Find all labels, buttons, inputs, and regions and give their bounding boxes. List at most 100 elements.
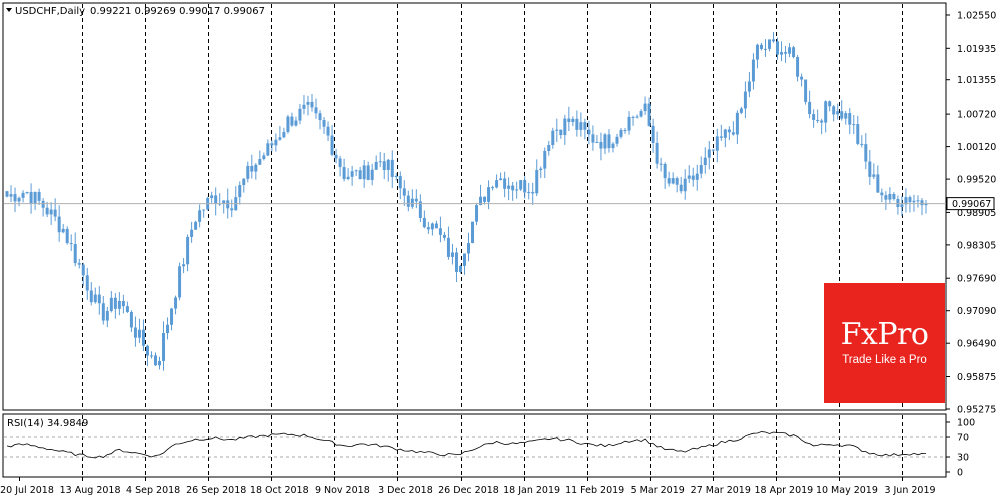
candle-body — [659, 163, 663, 165]
candle-body — [559, 129, 563, 136]
candle-body — [210, 195, 214, 199]
candle-body — [390, 159, 394, 177]
rsi-header: RSI(14) 34.9849 — [7, 418, 88, 429]
date-tick-label: 18 Apr 2019 — [754, 485, 813, 496]
price-candles — [5, 32, 928, 371]
rsi-tick-label: 0 — [957, 468, 963, 479]
candle-body — [547, 144, 551, 152]
candle-body — [226, 200, 230, 209]
candle-body — [695, 173, 699, 180]
candle-body — [723, 129, 727, 138]
candle-body — [747, 81, 751, 92]
price-tick-label: 0.96490 — [957, 339, 996, 350]
candle-body — [816, 119, 820, 121]
candle-body — [258, 159, 262, 165]
candle-body — [755, 44, 759, 60]
candle-body — [434, 223, 438, 229]
candle-body — [828, 101, 832, 107]
candle-body — [242, 178, 246, 186]
candle-body — [190, 229, 194, 237]
candle-body — [117, 301, 121, 309]
candle-body — [310, 101, 314, 108]
price-tick-label: 0.97090 — [957, 306, 996, 317]
rsi-panel[interactable] — [2, 413, 947, 478]
candle-body — [254, 164, 258, 172]
price-panel[interactable] — [2, 2, 947, 411]
candle-body — [471, 221, 475, 244]
candle-body — [627, 116, 631, 131]
candle-body — [121, 301, 125, 307]
candle-body — [282, 131, 286, 138]
candle-body — [731, 132, 735, 135]
collapse-triangle-icon[interactable] — [6, 8, 12, 12]
candle-body — [808, 101, 812, 115]
candle-body — [318, 113, 322, 121]
candle-body — [751, 59, 755, 82]
candle-body — [495, 180, 499, 188]
candle-body — [101, 303, 105, 321]
candle-body — [531, 191, 535, 194]
candle-body — [238, 185, 242, 198]
candle-body — [904, 197, 908, 205]
candle-body — [21, 192, 25, 198]
candle-body — [406, 195, 410, 207]
candle-body — [25, 192, 29, 194]
rsi-level-lines — [4, 436, 946, 458]
candle-body — [888, 193, 892, 200]
candle-body — [250, 165, 254, 172]
candle-body — [687, 175, 691, 179]
candle-body — [278, 137, 282, 140]
candle-body — [667, 178, 671, 184]
candle-body — [402, 188, 406, 196]
candle-body — [727, 129, 731, 133]
candle-body — [792, 47, 796, 58]
candle-body — [639, 111, 643, 117]
candle-body — [306, 101, 310, 105]
candle-body — [77, 263, 81, 265]
candle-body — [780, 52, 784, 55]
candle-body — [575, 118, 579, 130]
candle-body — [543, 151, 547, 169]
candle-body — [286, 116, 290, 132]
candle-body — [864, 144, 868, 162]
candle-body — [322, 120, 326, 127]
date-tick-label: 27 Mar 2019 — [691, 485, 751, 496]
candle-body — [158, 360, 162, 366]
date-tick-label: 10 May 2019 — [816, 485, 878, 496]
candle-body — [266, 143, 270, 156]
candle-body — [679, 184, 683, 192]
candle-body — [37, 191, 41, 201]
candle-body — [290, 116, 294, 126]
candle-body — [675, 178, 679, 185]
candle-body — [467, 243, 471, 254]
candle-body — [631, 116, 635, 118]
candle-body — [683, 178, 687, 192]
candle-body — [651, 125, 655, 143]
candle-body — [426, 227, 430, 230]
rsi-tick-label: 30 — [957, 453, 969, 464]
candle-body — [294, 120, 298, 126]
candle-body — [141, 329, 145, 346]
candle-body — [876, 174, 880, 193]
candle-body — [145, 345, 149, 356]
candle-body — [619, 129, 623, 137]
candle-body — [458, 265, 462, 272]
date-tick-label: 13 Aug 2018 — [60, 485, 121, 496]
candle-body — [338, 158, 342, 168]
candle-body — [422, 217, 426, 228]
candle-body — [9, 194, 13, 197]
candle-body — [462, 253, 466, 266]
candle-body — [85, 275, 89, 291]
date-tick-label: 3 Dec 2018 — [378, 485, 433, 496]
candle-body — [314, 107, 318, 114]
candle-body — [759, 44, 763, 49]
rsi-axis: 100 70 30 0 — [946, 418, 975, 479]
candle-body — [655, 142, 659, 164]
candle-body — [884, 195, 888, 200]
price-tick-label: 0.99520 — [957, 175, 996, 186]
candle-body — [354, 170, 358, 172]
date-tick-label: 9 Nov 2018 — [315, 485, 370, 496]
candle-body — [442, 234, 446, 238]
ohlc-values: 0.99221 0.99269 0.99017 0.99067 — [90, 6, 265, 17]
